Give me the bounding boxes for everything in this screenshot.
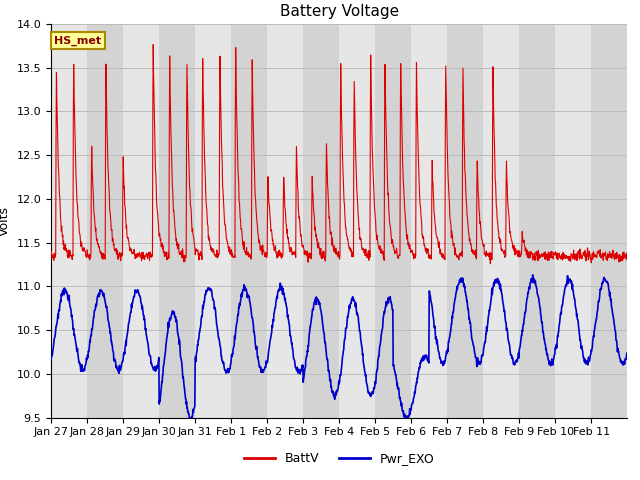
Bar	[124, 24, 159, 418]
Bar	[268, 24, 303, 418]
Bar	[51, 24, 87, 418]
Bar	[556, 24, 591, 418]
Legend: BattV, Pwr_EXO: BattV, Pwr_EXO	[239, 447, 440, 470]
Bar	[339, 24, 375, 418]
Title: Battery Voltage: Battery Voltage	[280, 4, 399, 19]
Y-axis label: Volts: Volts	[0, 206, 11, 236]
Bar	[412, 24, 447, 418]
Bar	[195, 24, 231, 418]
Bar	[483, 24, 519, 418]
Text: HS_met: HS_met	[54, 36, 101, 46]
